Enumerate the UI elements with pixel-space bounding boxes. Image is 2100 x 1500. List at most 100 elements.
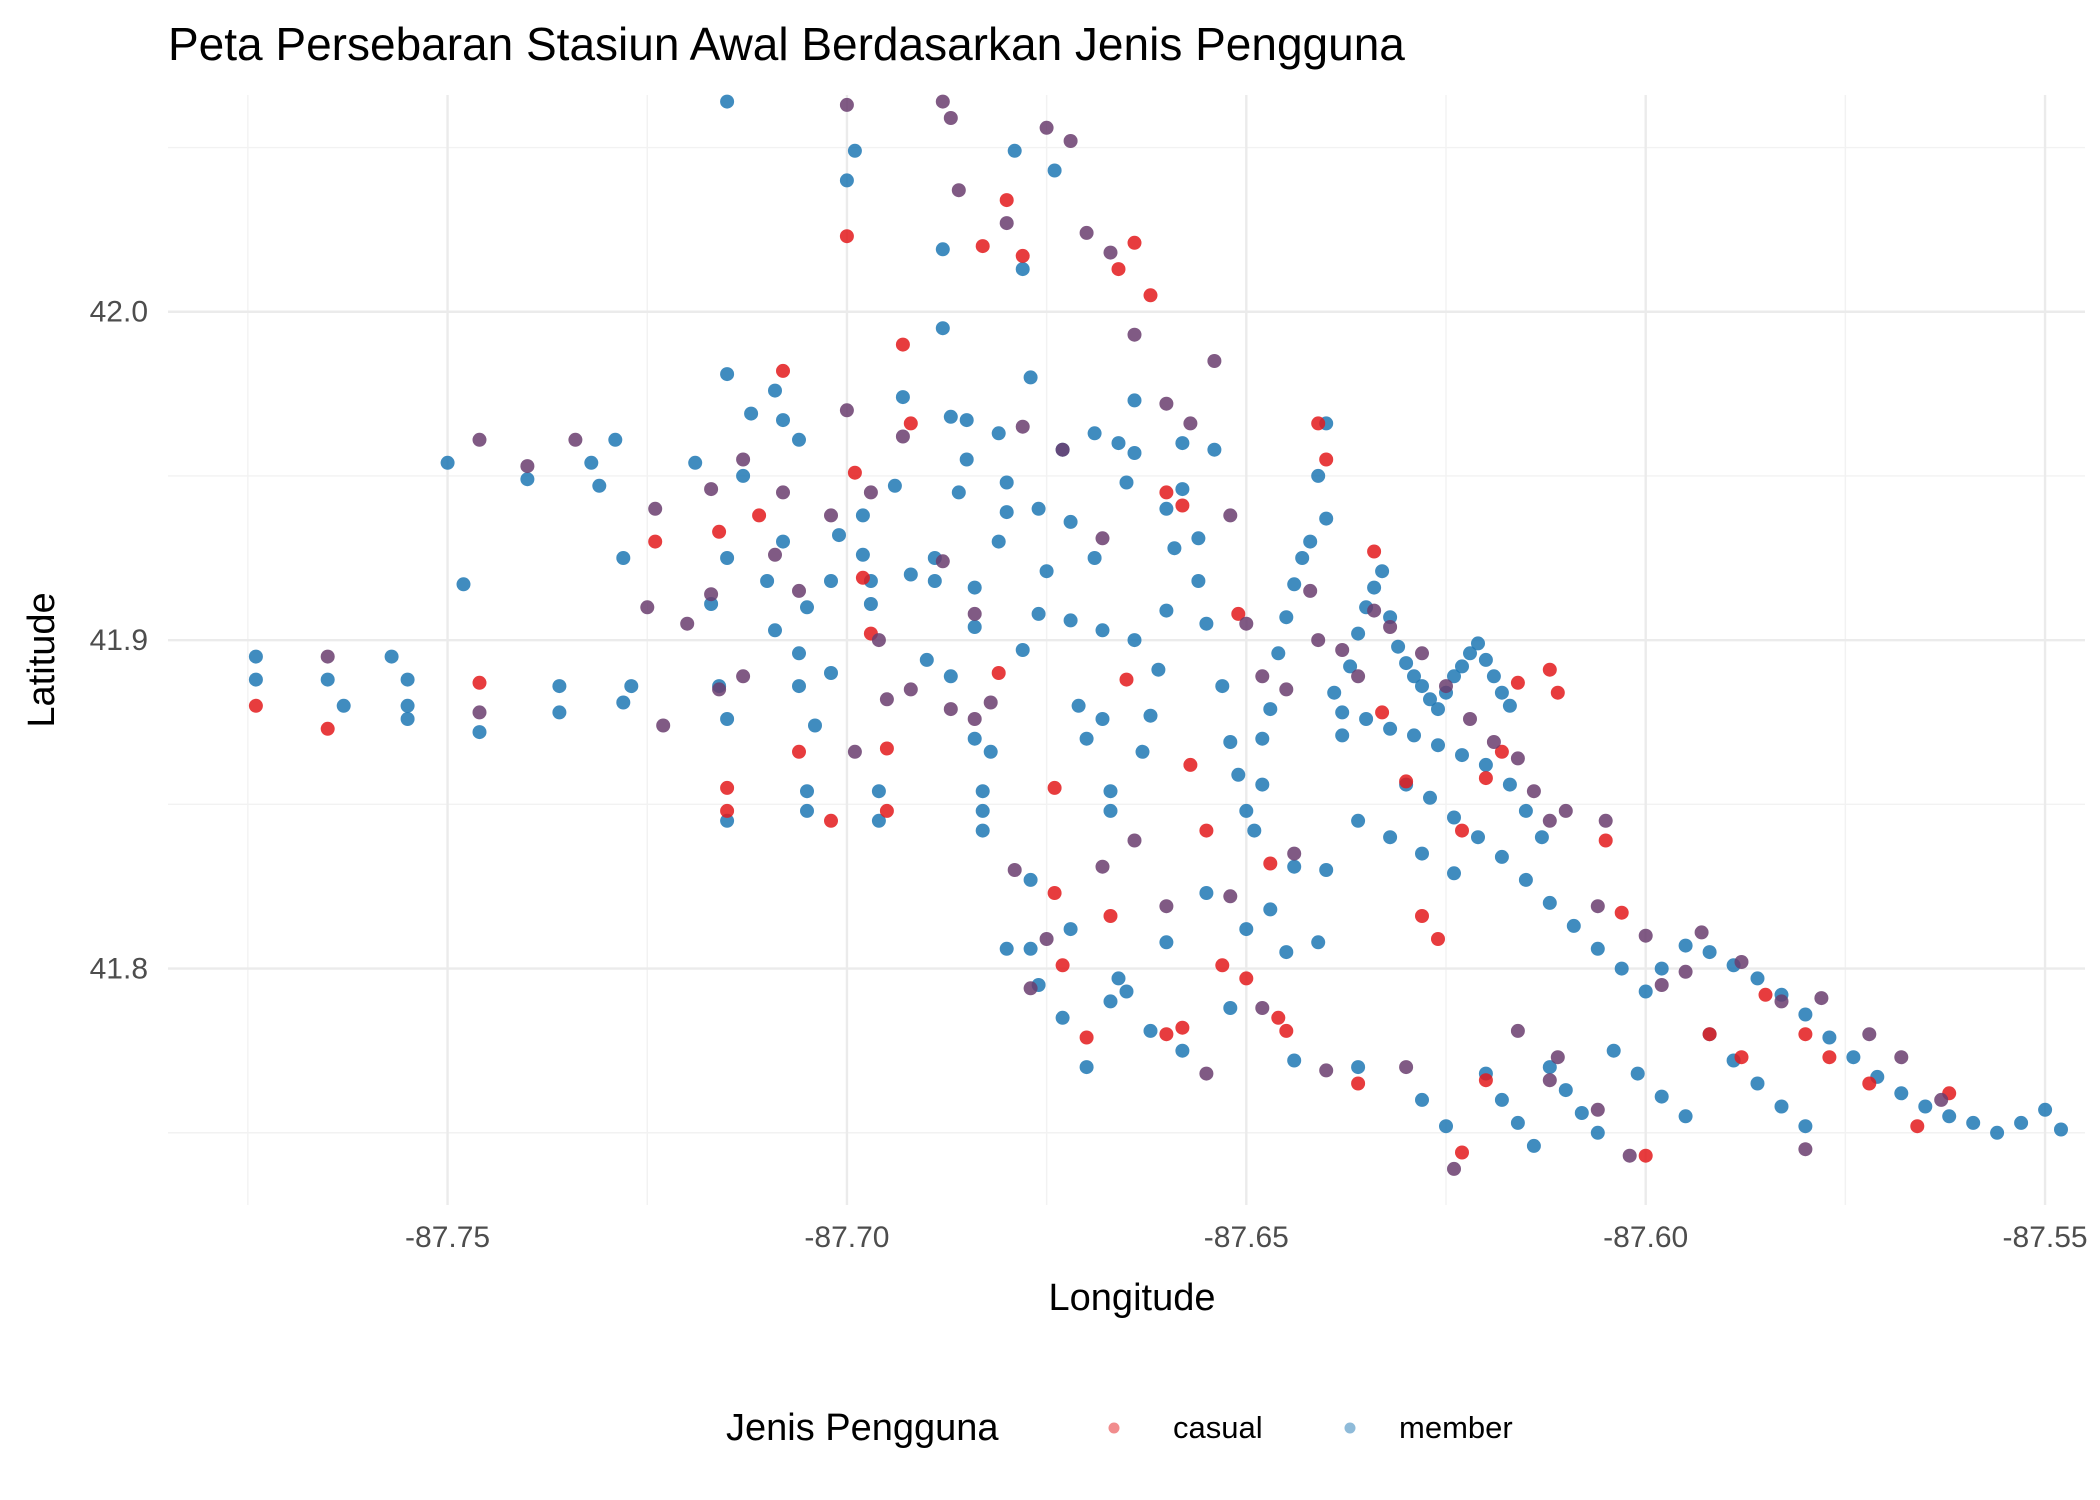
- data-point-member: [1335, 728, 1350, 743]
- data-point-casual: [1798, 1027, 1813, 1042]
- data-point-member: [1399, 656, 1414, 671]
- data-point-casual: [1263, 856, 1278, 871]
- data-point-casual: [648, 534, 663, 549]
- data-point-member: [592, 478, 607, 493]
- data-point-member: [1574, 1106, 1589, 1120]
- data-point-casual: [1127, 235, 1142, 250]
- data-point-member: [720, 813, 735, 828]
- data-point-casual: [1159, 485, 1174, 500]
- data-point-casual: [792, 744, 806, 759]
- data-point-member: [1279, 945, 1294, 960]
- data-point-overlap: [472, 432, 487, 447]
- data-point-overlap: [1814, 991, 1829, 1006]
- data-point-casual: [1351, 1076, 1366, 1091]
- data-point-member: [1542, 1060, 1557, 1075]
- data-point-member: [1486, 669, 1501, 684]
- data-point-member: [1678, 1109, 1693, 1124]
- data-point-member: [1295, 551, 1310, 565]
- legend-label-casual: casual: [1173, 1410, 1263, 1445]
- data-point-member: [792, 646, 806, 661]
- data-point-member: [248, 649, 263, 664]
- data-point-member: [1239, 803, 1254, 818]
- data-point-overlap: [736, 669, 751, 684]
- data-point-member: [1159, 501, 1174, 516]
- data-point-member: [1191, 531, 1206, 546]
- data-point-overlap: [776, 485, 790, 500]
- data-point-member: [999, 475, 1014, 490]
- data-point-member: [1223, 735, 1238, 749]
- data-point-member: [1798, 1007, 1813, 1022]
- data-point-overlap: [1654, 978, 1669, 992]
- data-point-casual: [1638, 1148, 1653, 1163]
- data-point-member: [2038, 1102, 2053, 1117]
- data-point-member: [720, 712, 735, 726]
- data-point-member: [847, 143, 862, 158]
- data-point-member: [1375, 564, 1390, 579]
- data-point-member: [991, 534, 1006, 549]
- data-point-member: [1654, 961, 1669, 976]
- data-point-overlap: [1622, 1148, 1637, 1163]
- data-point-member: [863, 597, 878, 611]
- data-point-member: [895, 390, 910, 405]
- data-point-overlap: [656, 718, 671, 733]
- data-point-overlap: [1862, 1027, 1877, 1042]
- data-point-member: [1367, 580, 1382, 595]
- data-point-member: [1750, 1076, 1765, 1091]
- data-point-member: [552, 705, 567, 720]
- data-point-member: [1558, 1083, 1573, 1098]
- data-point-overlap: [1798, 1142, 1813, 1157]
- data-point-member: [720, 94, 735, 109]
- data-point-overlap: [1207, 354, 1222, 368]
- data-point-member: [1167, 541, 1182, 556]
- data-point-overlap: [943, 702, 958, 717]
- data-point-member: [1942, 1109, 1957, 1124]
- data-point-casual: [879, 803, 894, 818]
- data-point-member: [1518, 803, 1533, 818]
- data-point-overlap: [712, 682, 727, 697]
- data-point-casual: [1455, 823, 1469, 838]
- data-point-casual: [1550, 685, 1565, 700]
- x-tick-label: -87.75: [405, 1221, 490, 1254]
- data-point-member: [975, 823, 990, 838]
- data-point-member: [951, 485, 966, 500]
- data-point-member: [624, 679, 639, 694]
- data-point-overlap: [1223, 889, 1238, 904]
- data-point-member: [1095, 712, 1110, 726]
- data-point-member: [1678, 938, 1693, 953]
- data-point-casual: [1183, 757, 1198, 772]
- data-point-member: [1103, 784, 1118, 799]
- data-point-member: [1119, 984, 1134, 999]
- data-point-casual: [1367, 544, 1382, 559]
- data-point-member: [2014, 1115, 2029, 1130]
- data-point-member: [1127, 446, 1142, 460]
- data-point-member: [832, 528, 846, 543]
- data-point-casual: [975, 239, 990, 254]
- data-point-overlap: [847, 744, 862, 759]
- data-point-member: [2054, 1122, 2068, 1137]
- data-point-member: [616, 551, 631, 565]
- data-point-casual: [712, 524, 727, 539]
- data-point-overlap: [1510, 751, 1525, 766]
- data-point-member: [1143, 708, 1158, 723]
- data-point-member: [1263, 702, 1278, 717]
- data-point-member: [1127, 633, 1142, 648]
- data-point-overlap: [943, 111, 958, 125]
- data-point-member: [1846, 1050, 1861, 1065]
- data-point-overlap: [935, 554, 950, 569]
- data-point-member: [1502, 777, 1517, 792]
- data-point-member: [824, 574, 838, 588]
- data-point-member: [1287, 1053, 1302, 1068]
- data-point-overlap: [704, 482, 719, 497]
- data-point-overlap: [1383, 620, 1398, 634]
- data-point-member: [1391, 639, 1406, 654]
- data-point-overlap: [967, 606, 982, 621]
- data-point-overlap: [935, 94, 950, 109]
- data-point-member: [1383, 721, 1398, 736]
- data-point-overlap: [1526, 784, 1541, 799]
- data-point-overlap: [1598, 813, 1613, 828]
- data-point-member: [1566, 918, 1581, 933]
- data-point-overlap: [1095, 531, 1110, 546]
- data-point-member: [1127, 393, 1142, 408]
- data-point-member: [1287, 859, 1302, 874]
- data-point-member: [1822, 1030, 1837, 1045]
